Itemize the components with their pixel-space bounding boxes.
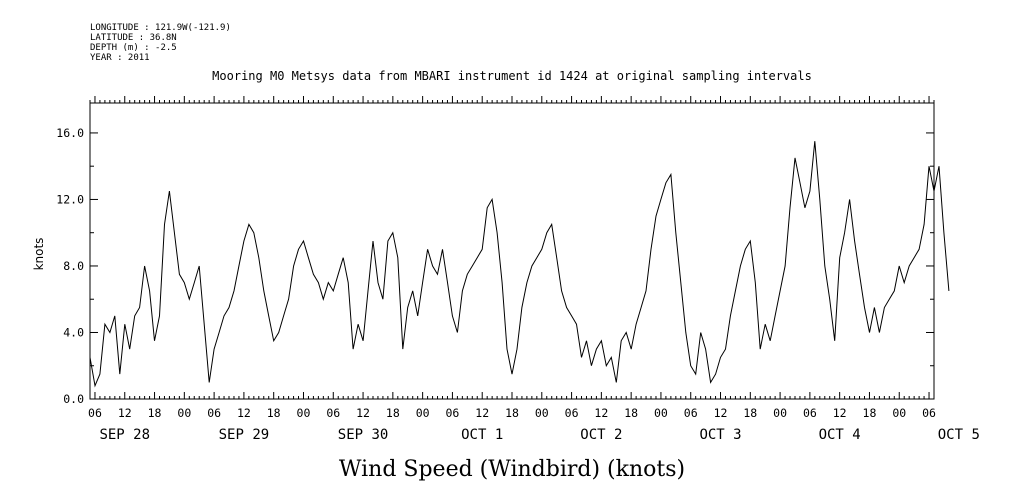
x-tick-label: 00 bbox=[416, 406, 430, 420]
y-tick-label: 12.0 bbox=[56, 192, 84, 206]
meta-year: YEAR : 2011 bbox=[90, 53, 150, 63]
x-tick-label: 12 bbox=[356, 406, 370, 420]
y-tick-label: 16.0 bbox=[56, 126, 84, 140]
x-day-label: OCT 1 bbox=[461, 427, 503, 443]
x-tick-label: 06 bbox=[207, 406, 221, 420]
x-day-label: OCT 2 bbox=[580, 427, 622, 443]
x-tick-label: 18 bbox=[743, 406, 757, 420]
x-tick-label: 06 bbox=[565, 406, 579, 420]
x-tick-label: 00 bbox=[535, 406, 549, 420]
x-tick-label: 06 bbox=[326, 406, 340, 420]
x-tick-label: 12 bbox=[475, 406, 489, 420]
x-day-label: SEP 28 bbox=[99, 427, 150, 443]
x-tick-label: 18 bbox=[386, 406, 400, 420]
x-tick-label: 00 bbox=[773, 406, 787, 420]
x-tick-label: 12 bbox=[118, 406, 132, 420]
x-tick-label: 06 bbox=[445, 406, 459, 420]
series-line-wind-speed bbox=[89, 141, 950, 388]
series-layer bbox=[89, 141, 950, 388]
x-tick-label: 06 bbox=[88, 406, 102, 420]
x-tick-label: 18 bbox=[863, 406, 877, 420]
axes: 0.0 4.0 8.0 12.0 16.0 06 12 18 00 06 12 18 00 06 12 18 0… bbox=[56, 96, 980, 443]
x-tick-label: 12 bbox=[237, 406, 251, 420]
meta-latitude: LATITUDE : 36.8N bbox=[90, 33, 177, 43]
y-tick-label: 0.0 bbox=[63, 392, 84, 406]
x-tick-label: 12 bbox=[594, 406, 608, 420]
chart-title: Mooring M0 Metsys data from MBARI instru… bbox=[212, 69, 812, 83]
x-tick-label: 18 bbox=[505, 406, 519, 420]
x-tick-label: 00 bbox=[654, 406, 668, 420]
x-tick-label: 18 bbox=[148, 406, 162, 420]
x-tick-label: 12 bbox=[833, 406, 847, 420]
x-day-label: OCT 3 bbox=[699, 427, 741, 443]
x-tick-label: 06 bbox=[922, 406, 936, 420]
x-day-label: SEP 29 bbox=[219, 427, 270, 443]
x-tick-label: 00 bbox=[177, 406, 191, 420]
x-tick-label: 06 bbox=[803, 406, 817, 420]
x-tick-label: 00 bbox=[892, 406, 906, 420]
y-tick-label: 4.0 bbox=[63, 325, 84, 339]
meta-depth: DEPTH (m) : -2.5 bbox=[90, 43, 177, 53]
x-day-label: OCT 5 bbox=[938, 427, 980, 443]
x-tick-label: 12 bbox=[714, 406, 728, 420]
meta-longitude: LONGITUDE : 121.9W(-121.9) bbox=[90, 23, 231, 33]
x-tick-label: 18 bbox=[624, 406, 638, 420]
x-tick-label: 00 bbox=[297, 406, 311, 420]
x-day-label: OCT 4 bbox=[819, 427, 861, 443]
y-axis-label: knots bbox=[32, 238, 46, 271]
x-axis-title: Wind Speed (Windbird) (knots) bbox=[339, 457, 685, 482]
plot-frame bbox=[89, 102, 935, 400]
x-tick-label: 18 bbox=[267, 406, 281, 420]
x-tick-label: 06 bbox=[684, 406, 698, 420]
y-tick-label: 8.0 bbox=[63, 259, 84, 273]
x-day-label: SEP 30 bbox=[338, 427, 389, 443]
